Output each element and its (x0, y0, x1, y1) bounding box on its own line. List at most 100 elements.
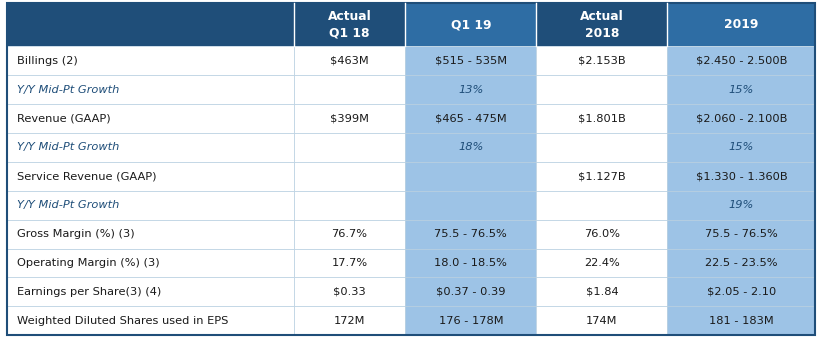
Bar (667, 220, 815, 248)
Text: $0.33: $0.33 (333, 287, 366, 297)
Text: $463M: $463M (330, 56, 369, 66)
Text: 17.7%: 17.7% (331, 258, 367, 268)
Text: $2.05 - 2.10: $2.05 - 2.10 (707, 287, 776, 297)
Bar (405, 306, 537, 335)
Bar (667, 133, 815, 162)
Text: Billings (2): Billings (2) (16, 56, 77, 66)
Text: Revenue (GAAP): Revenue (GAAP) (16, 113, 110, 124)
Bar (7, 3, 293, 46)
Text: $1.330 - 1.360B: $1.330 - 1.360B (695, 171, 787, 181)
Bar (293, 220, 405, 248)
Bar (293, 133, 405, 162)
Bar (7, 191, 293, 220)
Bar (7, 133, 293, 162)
Bar (537, 277, 667, 306)
Bar (667, 248, 815, 277)
Text: $0.37 - 0.39: $0.37 - 0.39 (436, 287, 506, 297)
Bar (293, 46, 405, 75)
Text: $2.060 - 2.100B: $2.060 - 2.100B (695, 113, 787, 124)
Text: $465 - 475M: $465 - 475M (435, 113, 506, 124)
Bar (537, 220, 667, 248)
Text: Operating Margin (%) (3): Operating Margin (%) (3) (16, 258, 159, 268)
Bar (537, 191, 667, 220)
Text: 15%: 15% (729, 84, 754, 95)
Bar (537, 104, 667, 133)
Bar (293, 248, 405, 277)
Bar (405, 248, 537, 277)
Text: Earnings per Share(3) (4): Earnings per Share(3) (4) (16, 287, 161, 297)
Text: Y/Y Mid-Pt Growth: Y/Y Mid-Pt Growth (16, 84, 119, 95)
Bar (667, 46, 815, 75)
Bar (405, 75, 537, 104)
Bar (667, 104, 815, 133)
Bar (293, 162, 405, 191)
Text: 75.5 - 76.5%: 75.5 - 76.5% (435, 229, 507, 239)
Text: 19%: 19% (729, 200, 754, 210)
Text: Weighted Diluted Shares used in EPS: Weighted Diluted Shares used in EPS (16, 316, 228, 326)
Text: Y/Y Mid-Pt Growth: Y/Y Mid-Pt Growth (16, 200, 119, 210)
Bar (405, 220, 537, 248)
Bar (667, 191, 815, 220)
Text: $1.801B: $1.801B (578, 113, 626, 124)
Text: 176 - 178M: 176 - 178M (439, 316, 503, 326)
Text: $2.450 - 2.500B: $2.450 - 2.500B (695, 56, 787, 66)
Text: 18%: 18% (458, 142, 483, 153)
Bar (293, 3, 405, 46)
Bar (7, 162, 293, 191)
Bar (405, 277, 537, 306)
Bar (293, 191, 405, 220)
Bar (537, 3, 667, 46)
Bar (667, 75, 815, 104)
Bar (405, 133, 537, 162)
Bar (7, 306, 293, 335)
Bar (293, 306, 405, 335)
Text: Actual
Q1 18: Actual Q1 18 (328, 10, 372, 40)
Bar (293, 75, 405, 104)
Bar (667, 162, 815, 191)
Text: Actual
2018: Actual 2018 (580, 10, 624, 40)
Text: 174M: 174M (586, 316, 617, 326)
Text: 18.0 - 18.5%: 18.0 - 18.5% (434, 258, 507, 268)
Bar (667, 277, 815, 306)
Bar (667, 3, 815, 46)
Text: Gross Margin (%) (3): Gross Margin (%) (3) (16, 229, 134, 239)
Bar (537, 162, 667, 191)
Bar (7, 104, 293, 133)
Bar (7, 277, 293, 306)
Bar (667, 306, 815, 335)
Bar (293, 104, 405, 133)
Text: $2.153B: $2.153B (578, 56, 626, 66)
Bar (405, 191, 537, 220)
Text: $515 - 535M: $515 - 535M (435, 56, 507, 66)
Text: 2019: 2019 (724, 18, 759, 31)
Bar (537, 248, 667, 277)
Bar (537, 306, 667, 335)
Bar (537, 75, 667, 104)
Text: Q1 19: Q1 19 (450, 18, 491, 31)
Text: $1.127B: $1.127B (578, 171, 626, 181)
Text: $1.84: $1.84 (585, 287, 618, 297)
Bar (7, 75, 293, 104)
Text: 76.0%: 76.0% (584, 229, 620, 239)
Text: 22.4%: 22.4% (584, 258, 620, 268)
Bar (7, 220, 293, 248)
Bar (405, 3, 537, 46)
Bar (7, 46, 293, 75)
Bar (405, 162, 537, 191)
Text: 22.5 - 23.5%: 22.5 - 23.5% (705, 258, 778, 268)
Text: Y/Y Mid-Pt Growth: Y/Y Mid-Pt Growth (16, 142, 119, 153)
Bar (293, 277, 405, 306)
Text: 15%: 15% (729, 142, 754, 153)
Text: Service Revenue (GAAP): Service Revenue (GAAP) (16, 171, 156, 181)
Text: 75.5 - 76.5%: 75.5 - 76.5% (705, 229, 778, 239)
Bar (537, 46, 667, 75)
Text: $399M: $399M (330, 113, 369, 124)
Text: 13%: 13% (458, 84, 483, 95)
Bar (405, 46, 537, 75)
Text: 181 - 183M: 181 - 183M (709, 316, 774, 326)
Bar (537, 133, 667, 162)
Bar (7, 248, 293, 277)
Text: 76.7%: 76.7% (331, 229, 367, 239)
Text: 172M: 172M (334, 316, 365, 326)
Bar (405, 104, 537, 133)
